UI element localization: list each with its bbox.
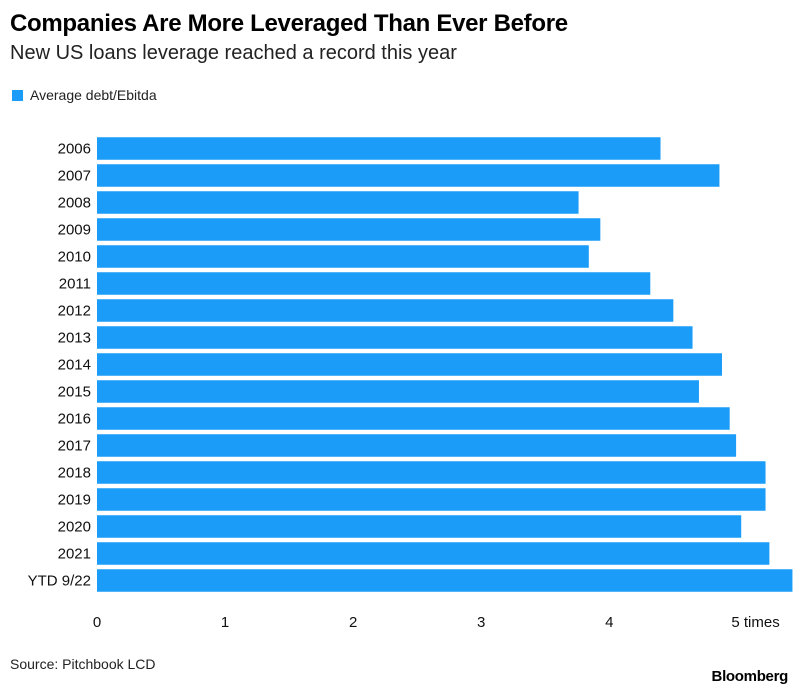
category-label: 2010 [58, 249, 91, 266]
bar [97, 488, 766, 511]
category-label: 2019 [58, 492, 91, 509]
bar [97, 353, 722, 376]
category-label: 2011 [59, 276, 91, 293]
chart-title: Companies Are More Leveraged Than Ever B… [10, 10, 568, 37]
bar [97, 542, 770, 565]
category-label: 2021 [58, 546, 91, 563]
category-label: 2016 [58, 411, 91, 428]
category-label: 2006 [58, 141, 91, 158]
category-label: 2017 [58, 438, 91, 455]
bar [97, 407, 730, 430]
bar [97, 299, 674, 322]
category-label: 2015 [58, 384, 91, 401]
bar [97, 461, 766, 484]
bar [97, 569, 793, 592]
bar [97, 326, 693, 349]
x-tick-label: 0 [93, 614, 101, 631]
legend-label: Average debt/Ebitda [30, 87, 157, 103]
bar [97, 137, 661, 160]
bar [97, 164, 720, 187]
bloomberg-logo: Bloomberg [711, 668, 789, 685]
category-label: 2007 [58, 168, 91, 185]
category-label: 2012 [58, 303, 91, 320]
category-label: 2020 [58, 519, 91, 536]
legend: Average debt/Ebitda [12, 85, 157, 105]
x-tick-label: 4 [605, 614, 613, 631]
bar [97, 515, 742, 538]
bar [97, 191, 579, 214]
category-label: 2018 [58, 465, 91, 482]
bar [97, 272, 651, 295]
x-tick-label: 2 [349, 614, 357, 631]
bar [97, 380, 699, 403]
x-tick-label: 3 [477, 614, 485, 631]
bar [97, 434, 737, 457]
category-label: 2008 [58, 195, 91, 212]
category-label: 2013 [58, 330, 91, 347]
category-label: 2009 [58, 222, 91, 239]
category-label: YTD 9/22 [28, 573, 91, 590]
chart-subtitle: New US loans leverage reached a record t… [10, 42, 457, 64]
x-tick-label: 5 times [731, 614, 779, 631]
bar [97, 245, 589, 268]
bar [97, 218, 601, 241]
x-tick-label: 1 [221, 614, 229, 631]
source-note: Source: Pitchbook LCD [10, 656, 156, 672]
legend-swatch [12, 89, 23, 101]
category-label: 2014 [58, 357, 91, 374]
